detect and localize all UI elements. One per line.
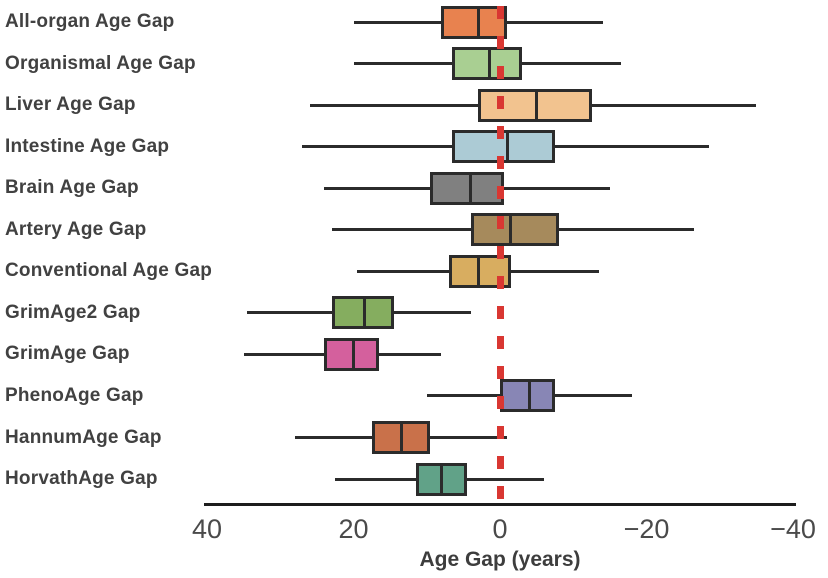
iqr-box <box>441 5 508 39</box>
category-label: Intestine Age Gap <box>5 135 170 157</box>
median-line <box>487 47 491 81</box>
category-label: PhenoAge Gap <box>5 384 144 406</box>
median-line <box>527 379 531 413</box>
category-label: All-organ Age Gap <box>5 11 175 32</box>
category-label: Brain Age Gap <box>5 177 139 199</box>
x-tick-label: 20 <box>338 514 369 544</box>
median-line <box>469 171 473 205</box>
median-line <box>476 254 480 288</box>
x-tick-label: 0 <box>492 514 508 544</box>
category-label: Organismal Age Gap <box>5 52 196 74</box>
median-line <box>509 213 513 247</box>
zero-reference-line <box>496 6 504 503</box>
x-axis-line <box>204 503 796 506</box>
category-label: Conventional Age Gap <box>5 260 213 282</box>
category-label: GrimAge2 Gap <box>5 301 141 323</box>
median-line <box>439 462 443 496</box>
iqr-box <box>324 337 380 371</box>
x-tick-label: −20 <box>623 514 670 544</box>
median-line <box>476 5 480 39</box>
iqr-box <box>331 296 394 330</box>
x-axis-title: Age Gap (years) <box>419 548 581 571</box>
iqr-box <box>470 213 559 247</box>
category-label: HorvathAge Gap <box>5 468 158 490</box>
category-label: GrimAge Gap <box>5 343 130 365</box>
category-label: Artery Age Gap <box>5 218 147 240</box>
iqr-box <box>430 171 504 205</box>
median-line <box>352 337 355 371</box>
iqr-box <box>452 47 522 81</box>
median-line <box>505 130 509 164</box>
x-tick-label: 40 <box>191 514 223 544</box>
median-line <box>399 421 403 454</box>
iqr-box <box>452 130 555 164</box>
median-line <box>535 88 539 122</box>
category-label: Liver Age Gap <box>5 94 136 116</box>
category-label: HannumAge Gap <box>5 426 162 448</box>
x-tick-label: −40 <box>770 514 816 544</box>
median-line <box>362 296 366 330</box>
